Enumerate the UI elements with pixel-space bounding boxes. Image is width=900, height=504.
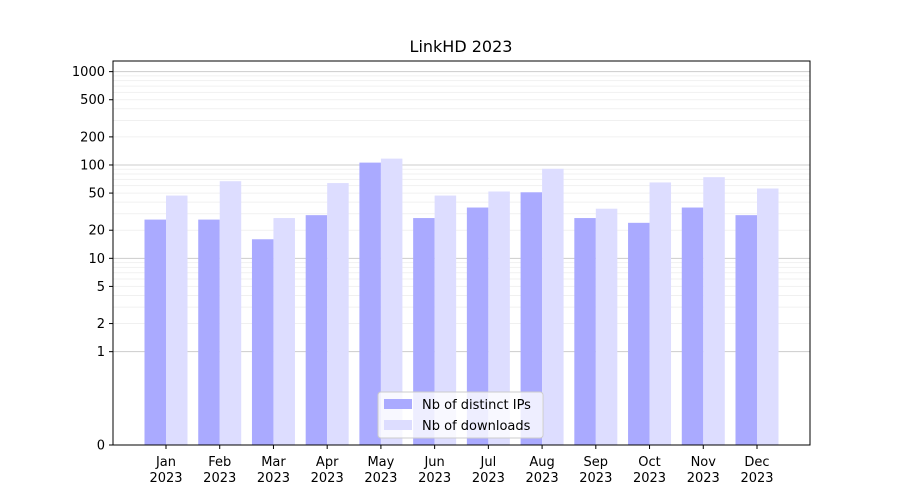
y-axis: 0 1 2 5 10 20 50 100 200 500 1000 (72, 65, 113, 454)
x-tick-label: Sep 2023 (579, 455, 612, 486)
x-tick-label: Dec 2023 (740, 455, 773, 486)
bar-distinct-ips (305, 215, 328, 445)
bar-distinct-ips (574, 218, 596, 445)
bar-distinct-ips (251, 239, 274, 445)
bar-distinct-ips (413, 218, 435, 445)
x-axis: Jan 2023 Feb 2023 Mar 2023 Apr 2023 May 2023 Jun 20… (149, 445, 774, 486)
bar-distinct-ips (144, 219, 166, 445)
x-tick-label: Jul 2023 (472, 455, 505, 486)
bar-downloads (273, 218, 295, 445)
bar-distinct-ips (359, 162, 381, 445)
bars (144, 158, 779, 446)
legend-swatch (384, 420, 412, 430)
y-tick-label: 5 (97, 280, 105, 295)
legend-box (377, 391, 544, 439)
bar-distinct-ips (681, 207, 704, 445)
bar-downloads (488, 191, 510, 445)
bar-distinct-ips (466, 207, 489, 445)
y-tick-label: 2 (97, 317, 105, 332)
legend: Nb of distinct IPs Nb of downloads (377, 391, 544, 439)
y-tick-label: 1 (97, 345, 105, 360)
y-tick-label: 200 (80, 130, 105, 145)
x-tick-label: Mar 2023 (257, 455, 290, 486)
legend-label: Nb of distinct IPs (422, 398, 531, 413)
bar-distinct-ips (520, 192, 543, 445)
bar-downloads (757, 188, 779, 445)
plot-frame (112, 60, 811, 446)
x-tick-label: Nov 2023 (687, 455, 720, 486)
y-tick-label: 1000 (72, 65, 105, 80)
bar-distinct-ips (198, 219, 220, 445)
legend-label: Nb of downloads (422, 419, 531, 434)
legend-swatch (384, 399, 412, 409)
bar-downloads (542, 168, 564, 446)
x-tick-label: Feb 2023 (203, 455, 236, 486)
x-tick-label: Oct 2023 (633, 455, 666, 486)
bar-downloads (434, 195, 457, 445)
chart-title: LinkHD 2023 (410, 37, 513, 56)
x-tick-label: Apr 2023 (311, 455, 344, 486)
y-tick-label: 20 (88, 224, 105, 239)
bar-downloads (595, 208, 618, 445)
x-tick-label: May 2023 (364, 455, 397, 486)
bar-downloads (380, 158, 403, 445)
y-tick-label: 50 (88, 187, 105, 202)
y-tick-label: 0 (97, 439, 105, 454)
bar-downloads (649, 182, 672, 445)
bar-downloads (166, 195, 188, 445)
bar-downloads (327, 183, 349, 446)
bar-downloads (219, 181, 242, 446)
x-tick-label: Jan 2023 (149, 455, 182, 486)
bar-downloads (703, 177, 725, 446)
y-tick-label: 100 (80, 158, 105, 173)
bar-distinct-ips (735, 215, 757, 445)
x-tick-label: Aug 2023 (526, 455, 559, 486)
bar-distinct-ips (628, 222, 650, 445)
x-tick-label: Jun 2023 (418, 455, 451, 486)
y-tick-label: 10 (88, 252, 105, 267)
y-tick-label: 500 (80, 93, 105, 108)
